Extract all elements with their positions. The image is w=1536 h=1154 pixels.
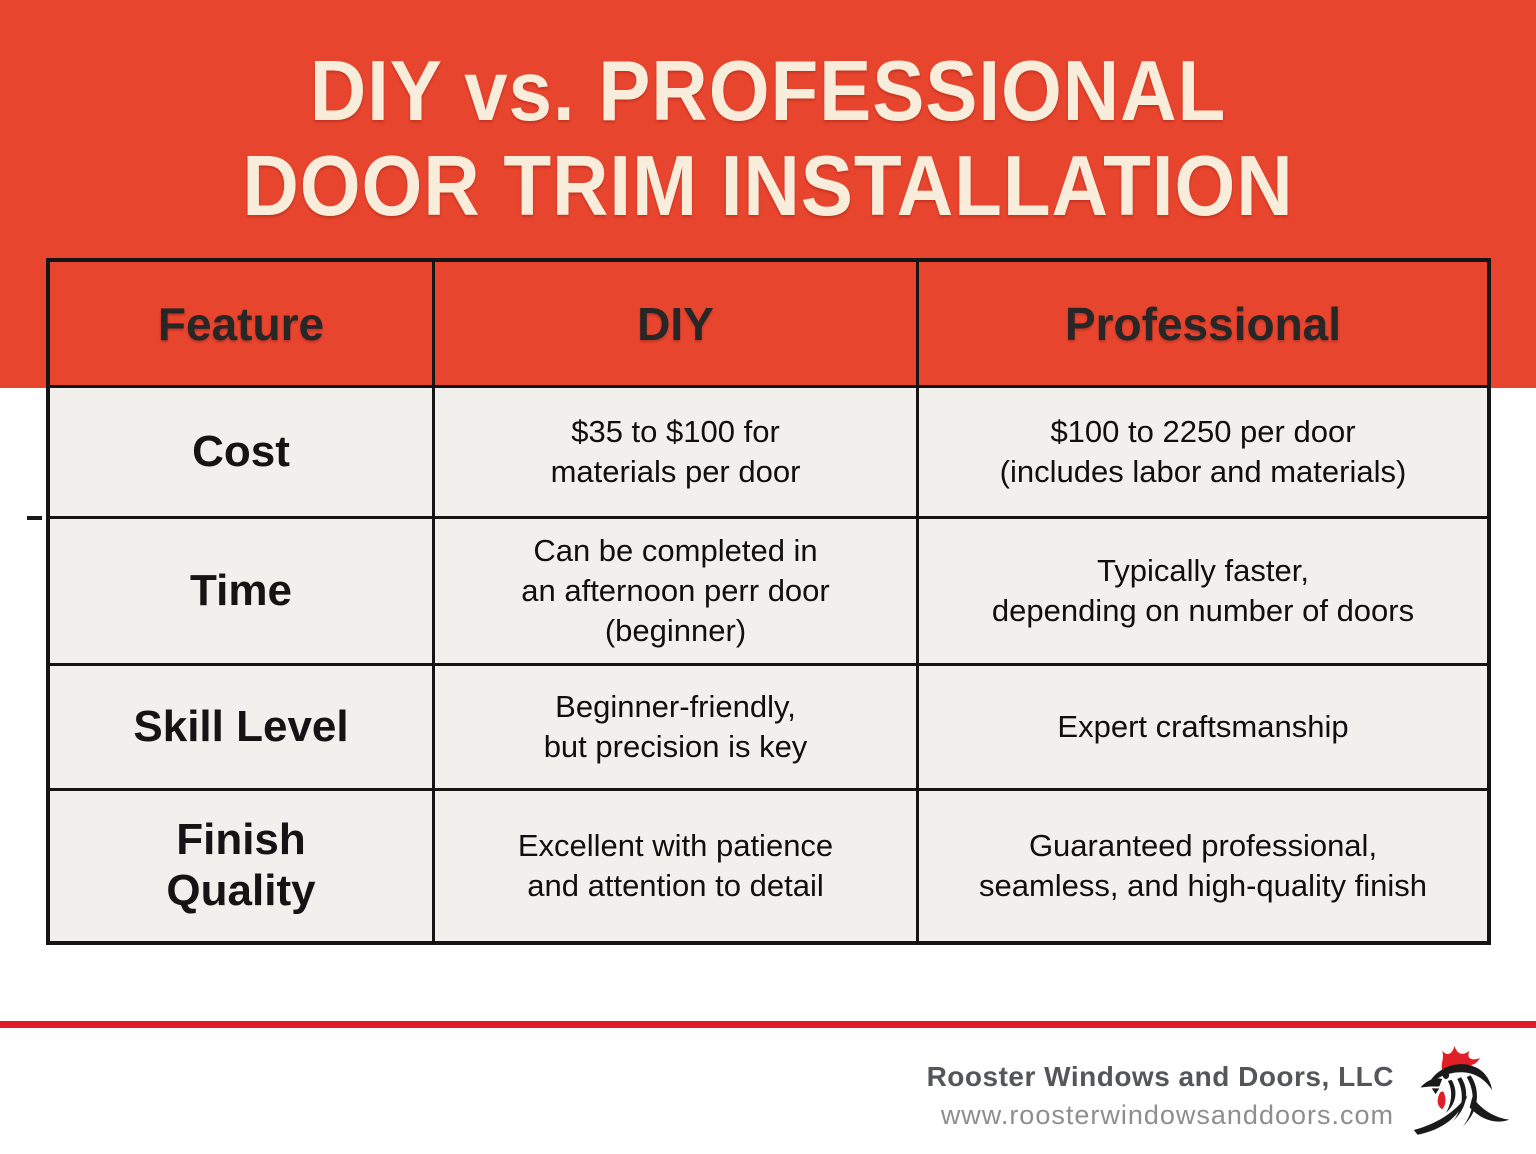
row-skill-level-diy: Beginner-friendly, but precision is key	[435, 666, 916, 788]
page-title: DIY vs. PROFESSIONAL DOOR TRIM INSTALLAT…	[61, 0, 1474, 234]
title-line-1: DIY vs. PROFESSIONAL	[309, 44, 1227, 139]
footer-divider-line	[0, 1021, 1536, 1028]
footer-text-block: Rooster Windows and Doors, LLC www.roost…	[927, 1061, 1394, 1131]
website-url: www.roosterwindowsanddoors.com	[940, 1100, 1394, 1130]
column-header-diy: DIY	[435, 262, 916, 385]
row-finish-quality-diy: Excellent with patience and attention to…	[435, 791, 916, 941]
row-cost-professional: $100 to 2250 per door (includes labor an…	[919, 388, 1487, 516]
column-header-professional: Professional	[919, 262, 1487, 385]
company-name: Rooster Windows and Doors, LLC	[926, 1061, 1394, 1092]
rooster-logo-icon	[1413, 1045, 1510, 1135]
row-time-professional: Typically faster, depending on number of…	[919, 519, 1487, 663]
comparison-table: Feature DIY Professional Cost $35 to $10…	[46, 258, 1491, 945]
row-skill-level-feature: Skill Level	[50, 666, 432, 788]
row-cost-diy: $35 to $100 for materials per door	[435, 388, 916, 516]
row-time-feature: Time	[50, 519, 432, 663]
stray-dash-mark	[27, 516, 42, 520]
row-finish-quality-professional: Guaranteed professional, seamless, and h…	[919, 791, 1487, 941]
row-skill-level-professional: Expert craftsmanship	[919, 666, 1487, 788]
row-finish-quality-feature: Finish Quality	[50, 791, 432, 941]
row-cost-feature: Cost	[50, 388, 432, 516]
column-header-feature: Feature	[50, 262, 432, 385]
footer: Rooster Windows and Doors, LLC www.roost…	[927, 1044, 1514, 1148]
title-line-2: DOOR TRIM INSTALLATION	[242, 139, 1294, 235]
row-time-diy: Can be completed in an afternoon perr do…	[435, 519, 916, 663]
